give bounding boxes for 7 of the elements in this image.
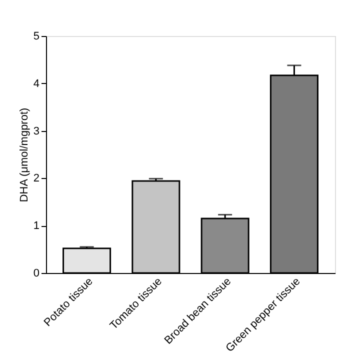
y-tick-label: 3: [33, 125, 40, 138]
y-tick-label: 4: [33, 78, 40, 90]
y-tick-label: 1: [33, 220, 40, 232]
y-tick-label: 2: [33, 172, 40, 185]
y-axis-title: DHA (μmol/mgprot): [18, 108, 30, 202]
y-tick-label: 0: [33, 268, 40, 280]
y-tick-label: 5: [33, 30, 40, 42]
